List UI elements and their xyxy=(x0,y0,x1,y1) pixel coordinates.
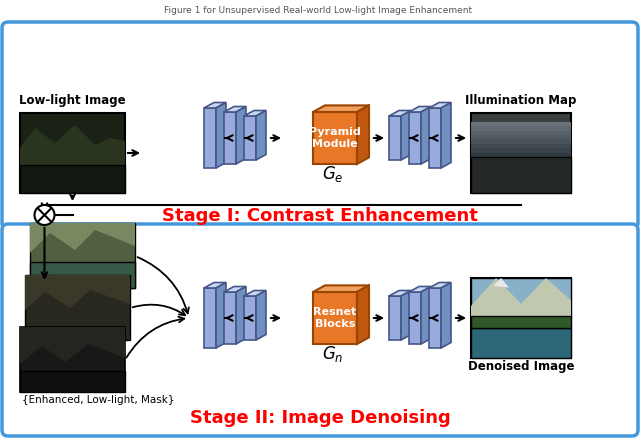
Polygon shape xyxy=(244,111,266,116)
Polygon shape xyxy=(224,112,236,164)
Polygon shape xyxy=(313,292,357,344)
Polygon shape xyxy=(224,287,246,292)
Circle shape xyxy=(35,205,54,225)
FancyBboxPatch shape xyxy=(20,165,125,193)
Polygon shape xyxy=(471,153,571,157)
FancyBboxPatch shape xyxy=(471,278,571,318)
Text: Stage II: Image Denoising: Stage II: Image Denoising xyxy=(189,409,451,427)
Polygon shape xyxy=(224,292,236,344)
FancyBboxPatch shape xyxy=(20,327,125,392)
Text: Pyramid
Module: Pyramid Module xyxy=(309,127,361,149)
Polygon shape xyxy=(429,108,441,168)
FancyBboxPatch shape xyxy=(471,278,571,358)
Text: Figure 1 for Unsupervised Real-world Low-light Image Enhancement: Figure 1 for Unsupervised Real-world Low… xyxy=(164,5,476,14)
Polygon shape xyxy=(204,108,216,168)
Polygon shape xyxy=(357,105,369,164)
Polygon shape xyxy=(471,148,571,153)
Polygon shape xyxy=(471,131,571,135)
Polygon shape xyxy=(409,112,421,164)
Polygon shape xyxy=(429,283,451,288)
FancyBboxPatch shape xyxy=(471,315,571,327)
Polygon shape xyxy=(256,290,266,340)
FancyBboxPatch shape xyxy=(30,223,135,288)
Polygon shape xyxy=(409,107,431,112)
Polygon shape xyxy=(25,275,130,310)
Polygon shape xyxy=(401,290,411,340)
Text: $\mathit{G}_n$: $\mathit{G}_n$ xyxy=(323,344,344,364)
Polygon shape xyxy=(409,292,421,344)
Polygon shape xyxy=(357,285,369,344)
Polygon shape xyxy=(216,283,226,348)
Polygon shape xyxy=(471,122,571,126)
FancyBboxPatch shape xyxy=(30,262,135,288)
Polygon shape xyxy=(389,111,411,116)
Polygon shape xyxy=(236,287,246,344)
Polygon shape xyxy=(244,290,266,296)
Polygon shape xyxy=(471,139,571,144)
FancyBboxPatch shape xyxy=(471,157,571,193)
Text: Low-light Image: Low-light Image xyxy=(19,94,126,107)
FancyBboxPatch shape xyxy=(471,327,571,358)
Polygon shape xyxy=(441,283,451,348)
Polygon shape xyxy=(204,103,226,108)
Polygon shape xyxy=(313,105,369,112)
Polygon shape xyxy=(236,107,246,164)
Polygon shape xyxy=(20,327,125,364)
Polygon shape xyxy=(216,103,226,168)
Text: Illumination Map: Illumination Map xyxy=(465,94,577,107)
Polygon shape xyxy=(244,296,256,340)
FancyBboxPatch shape xyxy=(2,22,638,229)
Polygon shape xyxy=(421,107,431,164)
Polygon shape xyxy=(409,287,431,292)
Polygon shape xyxy=(313,285,369,292)
Polygon shape xyxy=(389,290,411,296)
Polygon shape xyxy=(256,111,266,160)
Polygon shape xyxy=(30,223,135,253)
Polygon shape xyxy=(20,113,125,193)
FancyBboxPatch shape xyxy=(20,113,125,193)
Polygon shape xyxy=(204,283,226,288)
Polygon shape xyxy=(441,103,451,168)
Polygon shape xyxy=(389,296,401,340)
Polygon shape xyxy=(471,144,571,148)
FancyBboxPatch shape xyxy=(471,113,571,193)
Polygon shape xyxy=(313,112,357,164)
Polygon shape xyxy=(429,288,441,348)
Polygon shape xyxy=(401,111,411,160)
Polygon shape xyxy=(244,116,256,160)
FancyBboxPatch shape xyxy=(20,371,125,392)
Polygon shape xyxy=(204,288,216,348)
Text: Denoised Image: Denoised Image xyxy=(468,359,574,372)
Text: Resnet
Blocks: Resnet Blocks xyxy=(314,307,356,329)
Polygon shape xyxy=(471,126,571,131)
Polygon shape xyxy=(421,287,431,344)
Polygon shape xyxy=(493,278,509,288)
Text: Stage I: Contrast Enhancement: Stage I: Contrast Enhancement xyxy=(162,207,478,225)
Polygon shape xyxy=(471,135,571,139)
FancyBboxPatch shape xyxy=(2,224,638,436)
Polygon shape xyxy=(389,116,401,160)
FancyBboxPatch shape xyxy=(25,275,130,340)
Text: $\mathit{G}_e$: $\mathit{G}_e$ xyxy=(322,164,344,184)
Polygon shape xyxy=(471,278,571,318)
Polygon shape xyxy=(429,103,451,108)
Text: {Enhanced, Low-light, Mask}: {Enhanced, Low-light, Mask} xyxy=(22,395,175,405)
Polygon shape xyxy=(224,107,246,112)
